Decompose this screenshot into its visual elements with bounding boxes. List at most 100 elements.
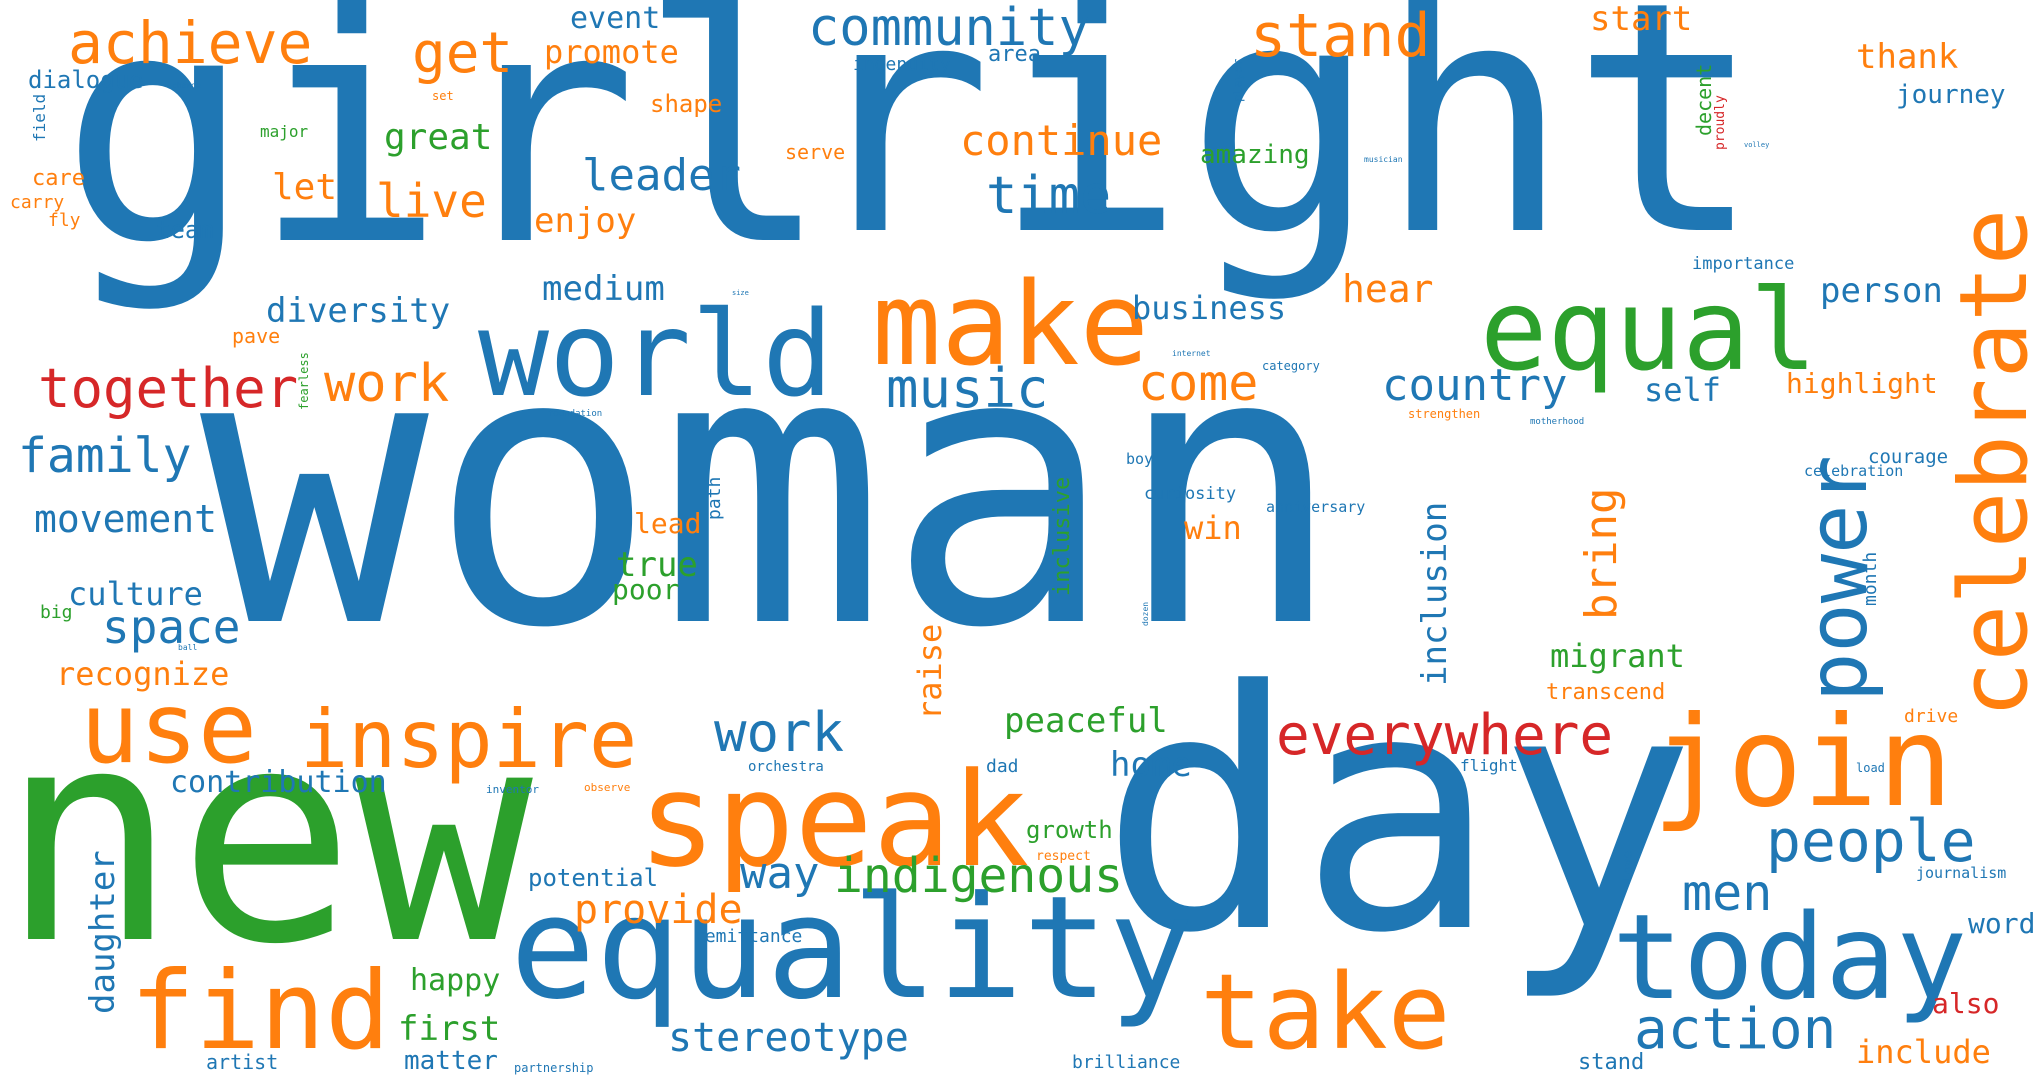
word-start: start bbox=[1590, 0, 1693, 39]
word-together: together bbox=[38, 357, 299, 420]
word-also: also bbox=[1932, 987, 2000, 1020]
word-equality: equality bbox=[510, 866, 1194, 1031]
word-woman: woman bbox=[200, 268, 1344, 711]
word-area: area bbox=[988, 42, 1041, 67]
word-home: home bbox=[1110, 745, 1192, 785]
word-brilliance: brilliance bbox=[1072, 1052, 1181, 1073]
word-way: way bbox=[740, 848, 820, 899]
word-amazing: amazing bbox=[1200, 140, 1310, 170]
word-speak: speak bbox=[638, 744, 1030, 896]
word-observe: observe bbox=[584, 781, 631, 794]
word-get: get bbox=[412, 21, 514, 86]
word-shape: shape bbox=[650, 90, 723, 118]
word-set: set bbox=[432, 89, 454, 103]
word-journey: journey bbox=[1896, 80, 2006, 110]
word-take: take bbox=[1200, 951, 1451, 1073]
word-serve: serve bbox=[785, 140, 846, 164]
word-time: time bbox=[986, 166, 1112, 226]
word-highlight: highlight bbox=[1786, 367, 1938, 400]
word-great: great bbox=[384, 117, 493, 158]
word-new: new bbox=[0, 665, 533, 1009]
word-first: first bbox=[398, 1009, 501, 1049]
word-volley: volley bbox=[1744, 141, 1770, 149]
word-curiosity: curiosity bbox=[1144, 484, 1237, 504]
word-charge: charge bbox=[172, 81, 201, 90]
word-peaceful: peaceful bbox=[1004, 701, 1168, 741]
word-dialogue: dialogue bbox=[28, 66, 144, 94]
word-thank: thank bbox=[1856, 37, 1959, 77]
word-fearless: fearless bbox=[297, 352, 311, 410]
word-live: live bbox=[376, 174, 487, 228]
word-daughter: daughter bbox=[83, 850, 123, 1014]
word-everywhere: everywhere bbox=[1276, 703, 1614, 768]
word-potential: potential bbox=[528, 864, 659, 892]
word-inclusive: inclusive bbox=[1050, 476, 1075, 596]
word-matter: matter bbox=[404, 1046, 498, 1076]
word-proudly: proudly bbox=[1713, 95, 1728, 150]
word-pave: pave bbox=[232, 324, 281, 348]
word-artist: artist bbox=[206, 1050, 279, 1074]
word-indigenous: indigenous bbox=[834, 848, 1123, 904]
word-ball: ball bbox=[178, 643, 198, 652]
word-family: family bbox=[18, 428, 192, 484]
word-provide: provide bbox=[574, 887, 743, 933]
word-migrant: migrant bbox=[1550, 637, 1685, 675]
word-enjoy: enjoy bbox=[534, 201, 637, 241]
word-country: country bbox=[1382, 360, 1568, 411]
word-event: event bbox=[570, 1, 661, 36]
word-recognize: recognize bbox=[56, 655, 230, 693]
word-player: player bbox=[1231, 58, 1245, 102]
word-field: field bbox=[30, 93, 49, 142]
word-inclusion: inclusion bbox=[1415, 501, 1455, 686]
word-respect: respect bbox=[1036, 849, 1091, 864]
word-self: self bbox=[1644, 371, 1722, 409]
word-contribution: contribution bbox=[170, 765, 387, 800]
word-men: men bbox=[1682, 864, 1773, 922]
word-happy: happy bbox=[410, 963, 501, 998]
word-courage: courage bbox=[1868, 446, 1949, 468]
word-boy: boy bbox=[1126, 450, 1154, 468]
word-work-1: work bbox=[324, 354, 450, 414]
word-load: load bbox=[1856, 761, 1885, 775]
word-continue: continue bbox=[960, 116, 1163, 165]
word-let: let bbox=[272, 167, 338, 208]
word-person: person bbox=[1820, 271, 1943, 311]
word-internet: internet bbox=[1172, 349, 1211, 358]
word-word: word bbox=[1968, 907, 2036, 940]
word-dozen: dozen bbox=[1141, 601, 1150, 626]
word-space: space bbox=[102, 600, 241, 654]
word-work-2: work bbox=[714, 701, 845, 764]
word-diversity: diversity bbox=[266, 291, 451, 331]
word-stand: stand bbox=[1250, 1, 1431, 71]
word-importance: importance bbox=[1692, 254, 1795, 274]
word-stereotype: stereotype bbox=[668, 1015, 909, 1061]
word-drive: drive bbox=[1904, 706, 1959, 727]
word-leader: leader bbox=[582, 150, 741, 201]
word-dad: dad bbox=[986, 756, 1019, 777]
word-remittance: remittance bbox=[694, 926, 803, 947]
word-come: come bbox=[1138, 354, 1259, 412]
word-orchestra: orchestra bbox=[748, 759, 824, 775]
word-musician: musician bbox=[1364, 155, 1403, 164]
word-ingenuity: ingenuity bbox=[853, 54, 951, 75]
word-carry: carry bbox=[10, 192, 65, 213]
word-make: make bbox=[872, 258, 1149, 392]
word-flight: flight bbox=[1460, 756, 1518, 775]
word-big: big bbox=[40, 602, 73, 623]
word-category: category bbox=[1262, 359, 1320, 373]
word-transcend: transcend bbox=[1546, 680, 1666, 705]
word-celebrate: celebrate bbox=[1940, 208, 2040, 718]
word-journalism: journalism bbox=[1916, 864, 2007, 882]
word-people: people bbox=[1766, 807, 1976, 875]
word-foundation: foundation bbox=[548, 409, 603, 419]
word-win: win bbox=[1184, 509, 1242, 547]
word-care: care bbox=[32, 166, 85, 191]
word-raise: raise bbox=[911, 623, 949, 720]
word-world: world bbox=[478, 285, 834, 423]
word-decent: decent bbox=[1692, 63, 1716, 136]
word-find: find bbox=[130, 949, 391, 1074]
word-business: business bbox=[1132, 289, 1287, 327]
word-bring: bring bbox=[1576, 487, 1627, 620]
word-hear: hear bbox=[1342, 267, 1434, 311]
